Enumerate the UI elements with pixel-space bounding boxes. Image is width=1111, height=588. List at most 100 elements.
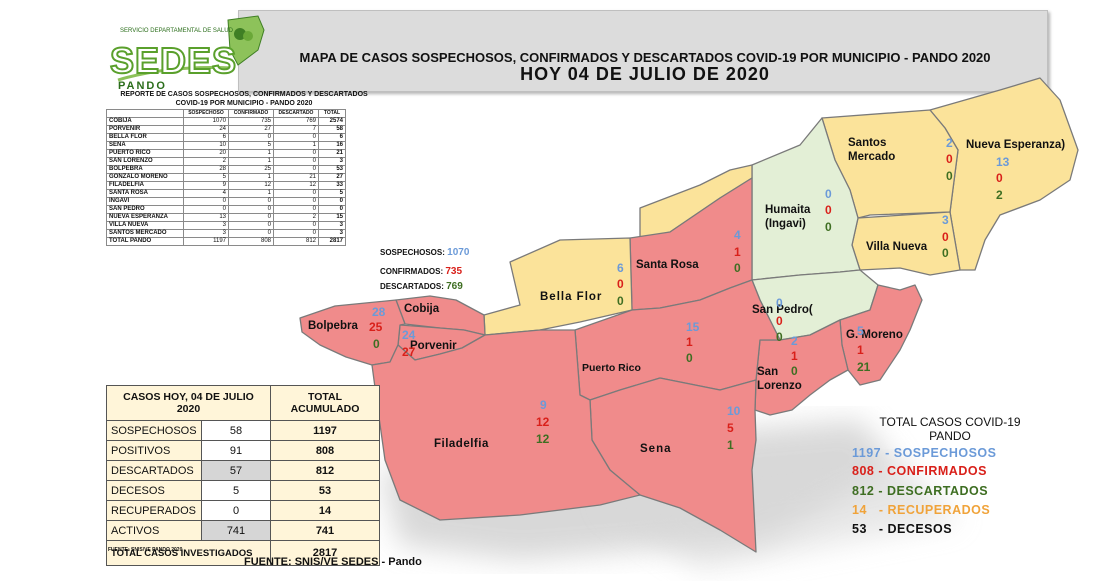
bolpebra-conf: 25 bbox=[369, 320, 383, 334]
today-label: RECUPERADOS bbox=[106, 500, 202, 521]
today-label: DECESOS bbox=[106, 480, 202, 501]
today-row: DECESOS 5 53 bbox=[106, 480, 380, 501]
region-bolpebra[interactable] bbox=[299, 299, 406, 366]
villa-nueva-conf: 0 bbox=[942, 230, 949, 244]
region-bella-flor[interactable] bbox=[483, 237, 633, 336]
today-value: 0 bbox=[201, 500, 271, 521]
sena-desc: 1 bbox=[727, 438, 734, 452]
humaita-name2: (Ingavi) bbox=[765, 218, 806, 230]
cases-today-table: CASOS HOY, 04 DE JULIO 2020 TOTAL ACUMUL… bbox=[106, 385, 380, 566]
today-row: DESCARTADOS 57 812 bbox=[106, 460, 380, 481]
table-source: FUENTE: SNIS/VE PANDO 2020 bbox=[108, 547, 183, 553]
nueva-esperanza-desc: 2 bbox=[996, 188, 1003, 202]
nueva-esperanza-conf: 0 bbox=[996, 171, 1003, 185]
sena-sosp: 10 bbox=[727, 404, 741, 418]
today-value: 91 bbox=[201, 440, 271, 461]
gonzalo-moreno-conf: 1 bbox=[857, 343, 864, 357]
gonzalo-moreno-desc: 21 bbox=[857, 360, 871, 374]
san-lorenzo-sosp: 2 bbox=[791, 334, 798, 348]
santos-mercado-conf: 0 bbox=[946, 152, 953, 166]
logo-caption: SERVICIO DEPARTAMENTAL DE SALUD bbox=[120, 28, 233, 34]
title-box bbox=[238, 10, 1048, 92]
nueva-esperanza-sosp: 13 bbox=[996, 155, 1010, 169]
humaita-name: Humaita bbox=[765, 204, 811, 216]
label-gonzalo-moreno: G. Moreno bbox=[846, 329, 903, 341]
sedes-logo-icon bbox=[117, 15, 265, 82]
label-bolpebra: Bolpebra bbox=[308, 320, 358, 332]
santos-mercado-sosp: 2 bbox=[946, 136, 953, 150]
cumulative-value: 1197 bbox=[270, 420, 380, 441]
report-title-line2: COVID-19 POR MUNICIPIO - PANDO 2020 bbox=[175, 100, 313, 107]
logo-text: SEDES bbox=[109, 39, 238, 82]
filadelfia-desc: 12 bbox=[536, 432, 550, 446]
cobija-desc-label: DESCARTADOS: bbox=[380, 282, 444, 291]
today-row: ACTIVOS 741 741 bbox=[106, 520, 380, 541]
today-label: DESCARTADOS bbox=[106, 460, 202, 481]
santos-mercado-desc: 0 bbox=[946, 169, 953, 183]
humaita-sosp: 0 bbox=[825, 187, 832, 201]
footer-source: FUENTE: SNIS/VE SEDES - Pando bbox=[244, 556, 422, 568]
today-value: 5 bbox=[201, 480, 271, 501]
santa-rosa-sosp: 4 bbox=[734, 228, 741, 242]
cobija-desc-value: 769 bbox=[446, 281, 463, 292]
total-recuperados: 14 - RECUPERADOS bbox=[852, 503, 991, 517]
label-cobija: Cobija bbox=[404, 303, 440, 315]
villa-nueva-sosp: 3 bbox=[942, 213, 949, 227]
filadelfia-sosp: 9 bbox=[540, 398, 547, 412]
cobija-sosp-label: SOSPECHOSOS: bbox=[380, 248, 445, 257]
today-row: SOSPECHOSOS 58 1197 bbox=[106, 420, 380, 441]
today-value: 58 bbox=[201, 420, 271, 441]
today-row: RECUPERADOS 0 14 bbox=[106, 500, 380, 521]
totals-title: TOTAL CASOS COVID-19 PANDO bbox=[879, 415, 1021, 443]
label-humaita: Humaita (Ingavi) bbox=[765, 204, 810, 230]
puerto-rico-conf: 1 bbox=[686, 335, 693, 349]
label-san-pedro: San Pedro( bbox=[752, 304, 813, 316]
today-header: CASOS HOY, 04 DE JULIO 2020 bbox=[106, 385, 271, 421]
bolpebra-desc: 0 bbox=[373, 337, 380, 351]
cobija-conf-callout: CONFIRMADOS: 735 bbox=[380, 266, 462, 277]
sena-conf: 5 bbox=[727, 421, 734, 435]
filadelfia-conf: 12 bbox=[536, 415, 550, 429]
san-lorenzo-name: San bbox=[757, 366, 779, 378]
bolpebra-sosp: 28 bbox=[372, 305, 386, 319]
cobija-desc-callout: DESCARTADOS: 769 bbox=[380, 281, 463, 292]
municipality-report-table: SOSPECHOSO CONFIRMADO DESCARTADO TOTAL C… bbox=[106, 109, 346, 246]
santos-mercado-name: Santos bbox=[848, 137, 887, 149]
cobija-sosp-value: 1070 bbox=[447, 247, 470, 258]
label-santos-mercado: Santos Mercado bbox=[848, 137, 895, 163]
report-row: TOTAL PANDO 1197 808 812 2817 bbox=[106, 237, 346, 246]
total-decesos: 53 - DECESOS bbox=[852, 522, 953, 536]
puerto-rico-sosp: 15 bbox=[686, 320, 700, 334]
humaita-conf: 0 bbox=[825, 203, 832, 217]
today-value: 57 bbox=[201, 460, 271, 481]
label-filadelfia: Filadelfia bbox=[434, 438, 489, 450]
label-porvenir: Porvenir bbox=[410, 340, 457, 352]
villa-nueva-desc: 0 bbox=[942, 246, 949, 260]
total-sospechosos: 1197 - SOSPECHOSOS bbox=[852, 446, 997, 460]
cobija-conf-label: CONFIRMADOS: bbox=[380, 267, 444, 276]
total-confirmados: 808 - CONFIRMADOS bbox=[852, 464, 987, 478]
label-puerto-rico: Puerto Rico bbox=[582, 362, 641, 374]
today-label: ACTIVOS bbox=[106, 520, 202, 541]
cobija-conf-value: 735 bbox=[445, 266, 463, 277]
san-pedro-sosp: 0 bbox=[776, 296, 783, 310]
map-date-title: HOY 04 DE JULIO DE 2020 bbox=[520, 64, 770, 84]
today-value: 741 bbox=[201, 520, 271, 541]
region-filadelfia[interactable] bbox=[371, 329, 641, 521]
map-title: MAPA DE CASOS SOSPECHOSOS, CONFIRMADOS Y… bbox=[299, 50, 991, 65]
today-label: SOSPECHOSOS bbox=[106, 420, 202, 441]
humaita-desc: 0 bbox=[825, 220, 832, 234]
cumulative-value: 812 bbox=[270, 460, 380, 481]
label-bella-flor: Bella Flor bbox=[540, 291, 603, 303]
san-lorenzo-desc: 0 bbox=[791, 364, 798, 378]
report-row: FILADELFIA 9 12 12 33 bbox=[106, 181, 346, 190]
gonzalo-moreno-sosp: 5 bbox=[857, 324, 864, 338]
san-pedro-conf: 0 bbox=[776, 314, 783, 328]
cumulative-value: 808 bbox=[270, 440, 380, 461]
report-title-line1: REPORTE DE CASOS SOSPECHOSOS, CONFIRMADO… bbox=[120, 91, 368, 98]
report-row: SANTA ROSA 4 1 0 5 bbox=[106, 189, 346, 198]
porvenir-conf: 27 bbox=[402, 345, 416, 359]
san-lorenzo-conf: 1 bbox=[791, 349, 798, 363]
cumulative-header: TOTAL ACUMULADO bbox=[270, 385, 380, 421]
